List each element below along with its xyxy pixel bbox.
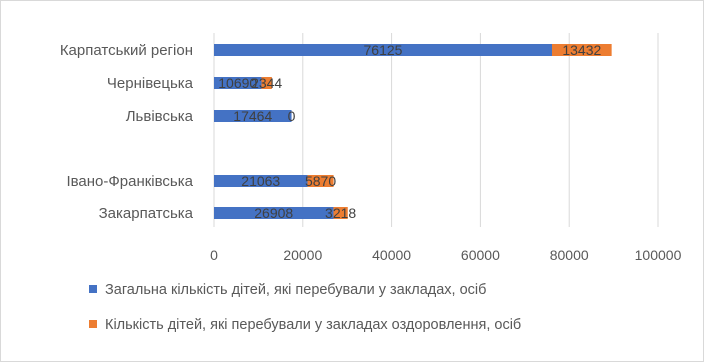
data-label-s2-5: 3218: [325, 205, 356, 221]
data-label-s1-4: 21063: [241, 173, 280, 189]
legend-item-series-1: Загальна кількість дітей, які перебували…: [89, 282, 486, 298]
category-label-0: Карпатський регіон: [60, 42, 193, 59]
category-label-4: Івано-Франківська: [66, 173, 193, 190]
x-tick-label-5: 100000: [635, 247, 682, 263]
category-label-1: Чернівецька: [107, 75, 194, 92]
x-tick-label-2: 40000: [372, 247, 411, 263]
x-tick-labels: 0 20000 40000 60000 80000 100000: [210, 247, 681, 263]
data-label-s2-2: 0: [288, 108, 296, 124]
legend-label-series-2: Кількість дітей, які перебували у заклад…: [105, 317, 522, 333]
data-label-s2-1: 2344: [251, 75, 282, 91]
bar-s2-4: [307, 175, 334, 187]
x-tick-label-0: 0: [210, 247, 218, 263]
data-label-s2-0: 13432: [562, 42, 601, 58]
bar-s1-5: [214, 207, 334, 219]
category-label-5: Закарпатська: [99, 205, 194, 222]
x-tick-label-4: 80000: [550, 247, 589, 263]
data-label-s1-2: 17464: [233, 108, 272, 124]
bar-s1-4: [214, 175, 308, 187]
bar-s2-0: [551, 44, 612, 56]
bars: [214, 44, 612, 219]
data-label-s1-0: 76125: [364, 42, 403, 58]
bar-s2-1: [261, 77, 272, 89]
x-tick-label-1: 20000: [283, 247, 322, 263]
x-tick-label-3: 60000: [461, 247, 500, 263]
data-label-s1-1: 10690: [218, 75, 257, 91]
bar-s1-2: [214, 110, 292, 122]
legend-swatch-series-2: [89, 320, 97, 329]
bar-s1-0: [214, 44, 552, 56]
bar-s1-1: [214, 77, 262, 89]
legend-label-series-1: Загальна кількість дітей, які перебували…: [105, 282, 487, 298]
gridlines: [213, 33, 659, 227]
category-label-2: Львівська: [126, 108, 194, 125]
bar-s2-5: [333, 207, 348, 219]
legend-item-series-2: Кількість дітей, які перебували у заклад…: [89, 317, 521, 333]
data-label-s1-5: 26908: [254, 205, 293, 221]
data-label-s2-4: 5870: [305, 173, 336, 189]
category-labels: Карпатський регіон Чернівецька Львівська Ів…: [60, 42, 194, 222]
legend-swatch-series-1: [89, 285, 97, 294]
